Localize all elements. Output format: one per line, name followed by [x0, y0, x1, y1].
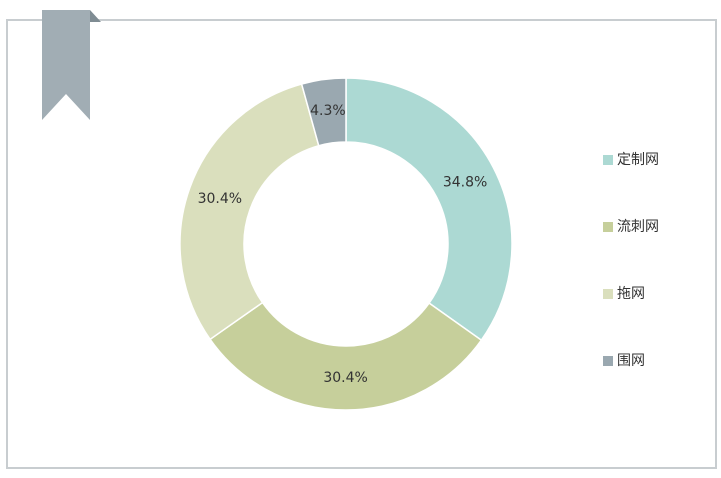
legend-swatch — [603, 356, 613, 366]
legend-label: 拖网 — [617, 286, 645, 302]
legend-label: 定制网 — [617, 152, 659, 168]
legend-label: 围网 — [617, 353, 645, 369]
data-label: 30.4% — [198, 191, 242, 207]
slice — [345, 77, 513, 342]
data-label: 30.4% — [323, 370, 367, 386]
data-label: 34.8% — [443, 175, 487, 191]
legend-swatch — [603, 155, 613, 165]
data-label: 4.3% — [310, 103, 346, 119]
slice — [300, 77, 347, 147]
slice — [179, 83, 320, 341]
legend-swatch — [603, 222, 613, 232]
slice — [209, 301, 483, 411]
ribbon — [42, 10, 90, 120]
legend-swatch — [603, 289, 613, 299]
ribbon-fold — [90, 10, 101, 22]
legend-label: 流刺网 — [617, 219, 659, 235]
